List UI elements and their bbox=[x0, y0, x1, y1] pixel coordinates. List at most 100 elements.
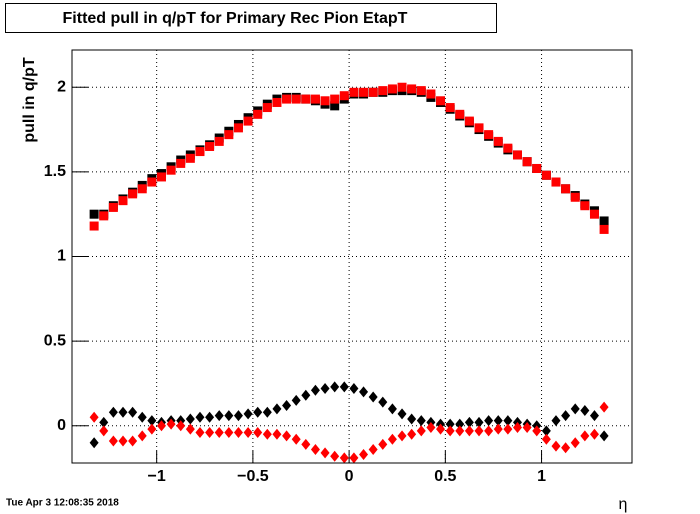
diamond-marker bbox=[484, 415, 494, 427]
diamond-marker bbox=[436, 423, 446, 435]
diamond-marker bbox=[156, 420, 166, 432]
diamond-marker bbox=[310, 384, 320, 396]
square-marker bbox=[589, 209, 599, 219]
y-tick-label: 1.5 bbox=[44, 163, 66, 180]
square-marker bbox=[89, 221, 99, 231]
diamond-marker bbox=[474, 425, 484, 437]
square-marker bbox=[272, 97, 282, 107]
square-marker bbox=[89, 209, 99, 219]
diamond-marker bbox=[320, 383, 330, 395]
diamond-marker bbox=[291, 394, 301, 406]
diamond-marker bbox=[147, 423, 157, 435]
diamond-marker bbox=[147, 415, 157, 427]
diamond-marker bbox=[397, 430, 407, 442]
diamond-marker bbox=[474, 416, 484, 428]
square-marker bbox=[455, 109, 465, 119]
diamond-marker bbox=[128, 406, 138, 418]
x-tick-label: −0.5 bbox=[237, 468, 269, 485]
diamond-marker bbox=[185, 423, 195, 435]
square-marker bbox=[156, 172, 166, 182]
diamond-marker bbox=[320, 447, 330, 459]
diamond-marker bbox=[243, 427, 253, 439]
square-marker bbox=[541, 170, 551, 180]
diamond-marker bbox=[541, 425, 551, 437]
square-marker bbox=[580, 201, 590, 211]
diamond-marker bbox=[205, 427, 215, 439]
square-marker bbox=[416, 86, 426, 96]
y-tick-label: 0 bbox=[57, 417, 66, 434]
frame bbox=[71, 49, 633, 464]
square-marker bbox=[330, 94, 340, 104]
diamond-marker bbox=[561, 442, 571, 454]
diamond-marker bbox=[368, 443, 378, 455]
diamond-marker bbox=[224, 427, 234, 439]
diamond-marker bbox=[176, 420, 186, 432]
diamond-marker bbox=[599, 401, 609, 413]
diamond-marker bbox=[99, 425, 109, 437]
square-marker bbox=[436, 96, 446, 106]
diamond-marker bbox=[464, 425, 474, 437]
diamond-marker bbox=[166, 418, 176, 430]
diamond-marker bbox=[532, 425, 542, 437]
diamond-marker bbox=[99, 416, 109, 428]
y-axis-label: pull in q/pT bbox=[21, 57, 38, 143]
diamond-marker bbox=[137, 411, 147, 423]
diamond-marker bbox=[397, 408, 407, 420]
diamond-marker bbox=[445, 418, 455, 430]
diamond-marker bbox=[89, 437, 99, 449]
y-tick-label: 0.5 bbox=[44, 332, 66, 349]
diamond-marker bbox=[416, 415, 426, 427]
square-marker bbox=[118, 196, 128, 206]
diamond-marker bbox=[214, 427, 224, 439]
diamond-marker bbox=[445, 425, 455, 437]
square-marker bbox=[253, 109, 263, 119]
diamond-marker bbox=[291, 433, 301, 445]
square-marker bbox=[522, 157, 532, 167]
diamond-marker bbox=[272, 403, 282, 415]
square-marker bbox=[166, 165, 176, 175]
diamond-marker bbox=[282, 430, 292, 442]
diamond-marker bbox=[128, 435, 138, 447]
square-marker bbox=[301, 94, 311, 104]
square-marker bbox=[387, 84, 397, 94]
diamond-marker bbox=[349, 452, 359, 464]
square-marker bbox=[214, 136, 224, 146]
diamond-marker bbox=[570, 437, 580, 449]
diamond-marker bbox=[359, 386, 369, 398]
diamond-marker bbox=[89, 411, 99, 423]
square-marker bbox=[99, 211, 109, 221]
diamond-marker bbox=[195, 411, 205, 423]
diamond-marker bbox=[407, 428, 417, 440]
x-tick-label: 1 bbox=[537, 468, 546, 485]
diamond-marker bbox=[137, 430, 147, 442]
diamond-marker bbox=[464, 416, 474, 428]
square-marker bbox=[599, 224, 609, 234]
diamond-marker bbox=[455, 425, 465, 437]
diamond-marker bbox=[387, 403, 397, 415]
diamond-marker bbox=[599, 430, 609, 442]
square-marker bbox=[368, 87, 378, 97]
square-marker bbox=[532, 163, 542, 173]
diamond-marker bbox=[185, 413, 195, 425]
diamond-marker bbox=[589, 410, 599, 422]
diamond-marker bbox=[253, 427, 263, 439]
diamond-marker bbox=[330, 450, 340, 462]
diamond-marker bbox=[512, 421, 522, 433]
square-marker bbox=[176, 158, 186, 168]
square-marker bbox=[407, 84, 417, 94]
diamond-marker bbox=[108, 406, 118, 418]
square-marker bbox=[339, 91, 349, 101]
diamond-marker bbox=[484, 425, 494, 437]
diamond-marker bbox=[224, 410, 234, 422]
square-marker bbox=[291, 94, 301, 104]
diamond-marker bbox=[262, 428, 272, 440]
square-marker bbox=[262, 103, 272, 113]
y-tick-label: 1 bbox=[57, 248, 66, 265]
diamond-marker bbox=[503, 423, 513, 435]
square-marker bbox=[512, 150, 522, 160]
square-marker bbox=[310, 94, 320, 104]
square-marker bbox=[185, 153, 195, 163]
square-marker bbox=[599, 216, 609, 226]
diamond-marker bbox=[416, 425, 426, 437]
diamond-marker bbox=[233, 410, 243, 422]
